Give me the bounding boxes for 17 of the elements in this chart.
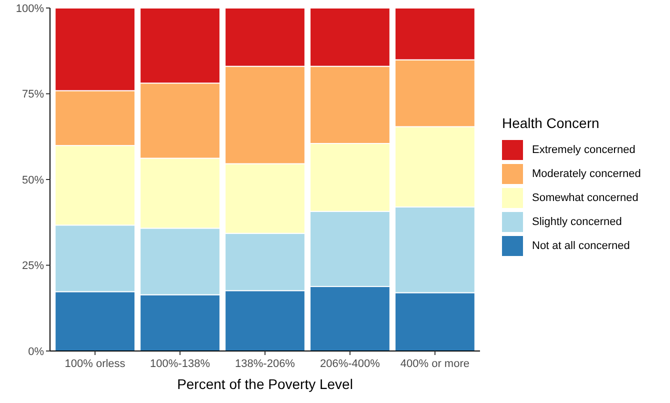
- x-tick-label: 100%-138%: [150, 358, 210, 370]
- x-tick-label: 206%-400%: [320, 358, 380, 370]
- y-tick-label: 100%: [16, 2, 44, 15]
- legend-label: Somewhat concerned: [532, 192, 638, 204]
- legend-label: Not at all concerned: [532, 240, 630, 252]
- x-tick-label: 400% or more: [400, 358, 470, 370]
- text: Moderately concerned: [532, 168, 641, 180]
- legend-label: Slightly concerned: [532, 216, 622, 228]
- y-tick-label: 75%: [22, 88, 44, 101]
- y-tick-label: 0%: [28, 346, 44, 358]
- y-tick-label: 25%: [22, 260, 44, 272]
- x-tick-label: 100% orless: [64, 358, 126, 370]
- x-axis-title: Percent of the Poverty Level: [177, 376, 353, 392]
- legend-title: Health Concern: [502, 115, 600, 131]
- x-tick-label: 138%-206%: [235, 358, 296, 370]
- y-tick-label: 50%: [22, 174, 44, 186]
- legend-label: Extremely concerned: [532, 144, 636, 156]
